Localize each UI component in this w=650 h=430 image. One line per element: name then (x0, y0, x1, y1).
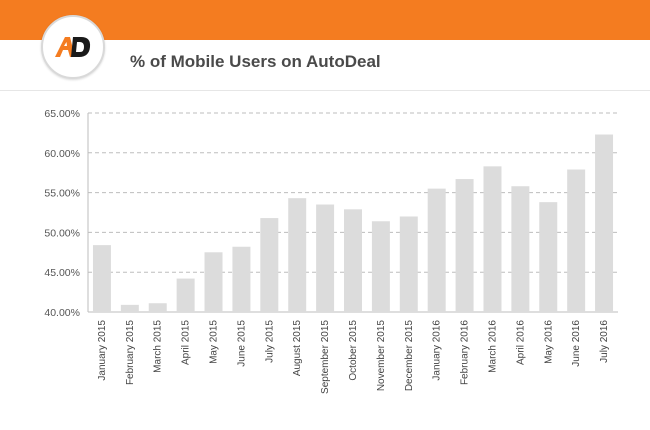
x-tick-label: December 2015 (404, 320, 415, 392)
x-tick-label: October 2015 (348, 320, 359, 381)
bar (539, 202, 558, 312)
x-tick-label: March 2016 (487, 320, 498, 373)
bar (204, 252, 223, 312)
page-title: % of Mobile Users on AutoDeal (130, 52, 381, 71)
bar (455, 179, 474, 312)
x-tick-label: July 2015 (264, 320, 275, 363)
y-axis: 40.00% 45.00% 50.00% 55.00% 60.00% 65.00% (44, 108, 80, 319)
x-tick-label: June 2016 (571, 320, 582, 367)
bar (288, 198, 307, 312)
x-tick-label: August 2015 (292, 320, 303, 377)
bar (371, 221, 390, 312)
x-tick-label: July 2016 (599, 320, 610, 363)
y-tick-label: 50.00% (44, 227, 80, 239)
bar (483, 166, 502, 312)
x-tick-label: November 2015 (376, 320, 387, 392)
bar (344, 209, 362, 312)
x-tick-label: March 2015 (153, 320, 164, 373)
x-tick-label: June 2015 (236, 320, 247, 367)
x-tick-label: April 2016 (515, 320, 526, 365)
y-tick-label: 60.00% (44, 148, 80, 160)
bar-layer (92, 134, 614, 312)
bar (148, 303, 167, 312)
y-tick-label: 65.00% (44, 108, 80, 120)
bar (427, 188, 446, 312)
bar (120, 304, 139, 312)
y-tick-label: 45.00% (44, 267, 80, 279)
top-band (0, 0, 650, 40)
x-tick-label: January 2016 (432, 320, 443, 381)
bar (567, 169, 586, 312)
y-tick-label: 55.00% (44, 188, 80, 200)
header (0, 40, 650, 91)
bar (595, 134, 614, 312)
bar (232, 246, 251, 312)
x-tick-label: February 2015 (125, 320, 136, 385)
bar (176, 278, 195, 312)
x-tick-label: May 2016 (543, 320, 554, 364)
bar (316, 204, 335, 312)
x-axis: January 2015 February 2015 March 2015 April… (97, 320, 610, 394)
y-tick-label: 40.00% (44, 307, 80, 319)
x-tick-label: April 2015 (181, 320, 192, 365)
bar (92, 245, 111, 312)
autodeal-logo-icon: AD (41, 15, 105, 79)
x-tick-label: May 2015 (209, 320, 220, 364)
bar (260, 218, 279, 312)
bar (511, 186, 530, 312)
bar (399, 216, 418, 312)
x-tick-label: February 2016 (460, 320, 471, 385)
x-tick-label: January 2015 (97, 320, 108, 381)
x-tick-label: September 2015 (320, 320, 331, 394)
